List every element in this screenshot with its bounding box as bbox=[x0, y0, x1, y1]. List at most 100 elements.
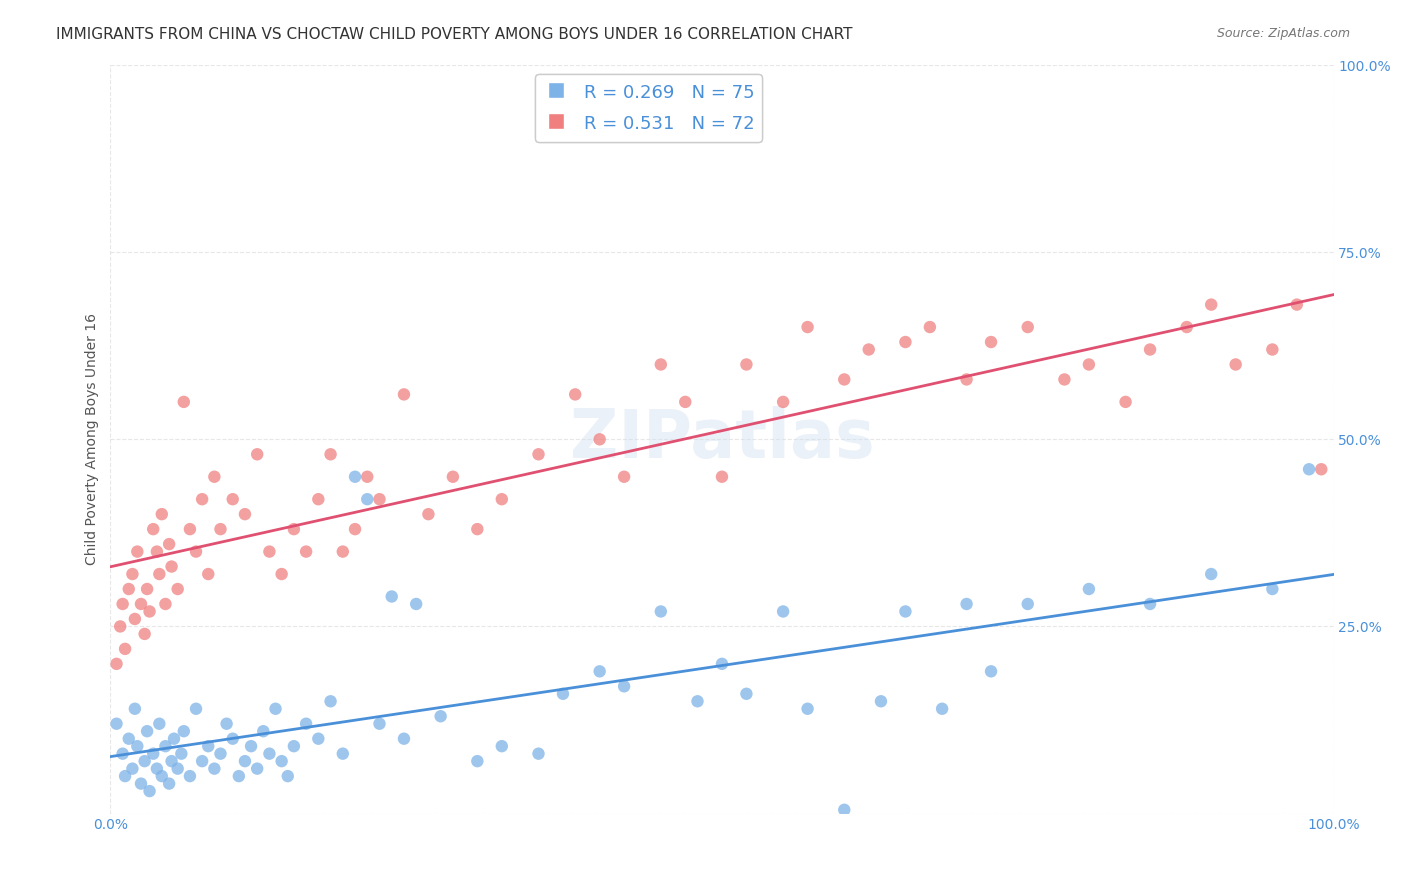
Point bbox=[114, 641, 136, 656]
Point bbox=[173, 724, 195, 739]
Point bbox=[392, 731, 415, 746]
Point bbox=[264, 702, 287, 716]
Point bbox=[138, 784, 160, 798]
Point bbox=[392, 387, 415, 401]
Point bbox=[105, 657, 128, 671]
Point bbox=[124, 612, 146, 626]
Point bbox=[209, 522, 232, 536]
Point bbox=[613, 469, 636, 483]
Point bbox=[307, 731, 329, 746]
Point bbox=[197, 739, 219, 754]
Point bbox=[121, 762, 143, 776]
Point bbox=[1285, 297, 1308, 311]
Point bbox=[1298, 462, 1320, 476]
Point bbox=[157, 537, 180, 551]
Point bbox=[307, 492, 329, 507]
Legend: R = 0.269   N = 75, R = 0.531   N = 72: R = 0.269 N = 75, R = 0.531 N = 72 bbox=[536, 74, 762, 142]
Point bbox=[270, 567, 292, 582]
Point bbox=[710, 657, 733, 671]
Point bbox=[184, 702, 207, 716]
Point bbox=[1077, 358, 1099, 372]
Point bbox=[146, 762, 169, 776]
Point bbox=[202, 762, 225, 776]
Point bbox=[527, 447, 550, 461]
Point bbox=[166, 762, 188, 776]
Point bbox=[356, 492, 378, 507]
Point bbox=[832, 372, 855, 386]
Point bbox=[118, 731, 141, 746]
Point bbox=[1261, 343, 1284, 357]
Point bbox=[222, 492, 245, 507]
Point bbox=[980, 334, 1002, 349]
Point bbox=[127, 544, 149, 558]
Point bbox=[108, 619, 131, 633]
Point bbox=[129, 776, 152, 790]
Point bbox=[209, 747, 232, 761]
Point bbox=[870, 694, 893, 708]
Point bbox=[894, 334, 917, 349]
Point bbox=[105, 716, 128, 731]
Text: IMMIGRANTS FROM CHINA VS CHOCTAW CHILD POVERTY AMONG BOYS UNDER 16 CORRELATION C: IMMIGRANTS FROM CHINA VS CHOCTAW CHILD P… bbox=[56, 27, 853, 42]
Point bbox=[150, 507, 173, 521]
Point bbox=[114, 769, 136, 783]
Point bbox=[319, 447, 342, 461]
Point bbox=[980, 665, 1002, 679]
Point bbox=[894, 604, 917, 618]
Point bbox=[138, 604, 160, 618]
Point bbox=[772, 604, 794, 618]
Point bbox=[240, 739, 263, 754]
Point bbox=[121, 567, 143, 582]
Point bbox=[173, 395, 195, 409]
Point bbox=[1017, 597, 1039, 611]
Point bbox=[111, 597, 134, 611]
Point bbox=[233, 754, 256, 768]
Point bbox=[527, 747, 550, 761]
Point bbox=[252, 724, 274, 739]
Point bbox=[405, 597, 427, 611]
Point bbox=[710, 469, 733, 483]
Point bbox=[1310, 462, 1333, 476]
Point bbox=[441, 469, 464, 483]
Point bbox=[155, 739, 177, 754]
Point bbox=[170, 747, 193, 761]
Point bbox=[1139, 343, 1161, 357]
Point bbox=[381, 590, 404, 604]
Point bbox=[136, 724, 159, 739]
Point bbox=[148, 567, 170, 582]
Point bbox=[588, 665, 610, 679]
Point bbox=[429, 709, 451, 723]
Point bbox=[129, 597, 152, 611]
Point bbox=[184, 544, 207, 558]
Point bbox=[955, 372, 977, 386]
Point bbox=[1115, 395, 1137, 409]
Point bbox=[796, 702, 818, 716]
Point bbox=[179, 769, 201, 783]
Point bbox=[344, 522, 367, 536]
Point bbox=[1017, 320, 1039, 334]
Point bbox=[588, 433, 610, 447]
Point bbox=[233, 507, 256, 521]
Point bbox=[191, 754, 214, 768]
Point bbox=[1225, 358, 1247, 372]
Point bbox=[134, 754, 156, 768]
Point bbox=[796, 320, 818, 334]
Point bbox=[735, 687, 758, 701]
Point bbox=[118, 582, 141, 596]
Point bbox=[686, 694, 709, 708]
Point bbox=[215, 716, 238, 731]
Point bbox=[246, 762, 269, 776]
Point bbox=[202, 469, 225, 483]
Point bbox=[344, 469, 367, 483]
Point bbox=[134, 627, 156, 641]
Point bbox=[283, 739, 305, 754]
Point bbox=[319, 694, 342, 708]
Point bbox=[111, 747, 134, 761]
Point bbox=[368, 716, 391, 731]
Point bbox=[1139, 597, 1161, 611]
Point bbox=[222, 731, 245, 746]
Text: ZIPatlas: ZIPatlas bbox=[569, 407, 875, 473]
Point bbox=[673, 395, 696, 409]
Point bbox=[467, 754, 489, 768]
Point bbox=[332, 747, 354, 761]
Point bbox=[179, 522, 201, 536]
